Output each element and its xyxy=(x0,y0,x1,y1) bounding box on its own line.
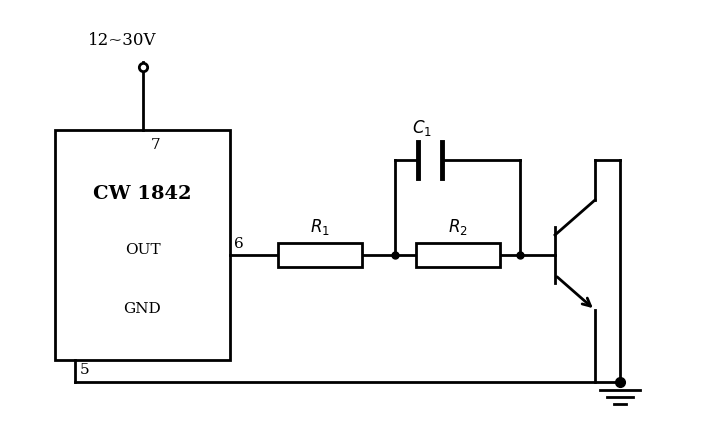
Text: 7: 7 xyxy=(150,138,160,152)
Text: CW 1842: CW 1842 xyxy=(94,185,191,203)
Bar xyxy=(415,243,500,267)
Bar xyxy=(55,130,230,360)
Text: $R_2$: $R_2$ xyxy=(447,217,467,237)
Text: OUT: OUT xyxy=(125,243,160,257)
Bar xyxy=(278,243,362,267)
Text: 5: 5 xyxy=(80,363,89,377)
Text: GND: GND xyxy=(123,302,162,316)
Text: $C_1$: $C_1$ xyxy=(412,118,432,138)
Text: 6: 6 xyxy=(234,237,244,251)
Text: $R_1$: $R_1$ xyxy=(310,217,330,237)
Text: 12~30V: 12~30V xyxy=(87,32,156,49)
